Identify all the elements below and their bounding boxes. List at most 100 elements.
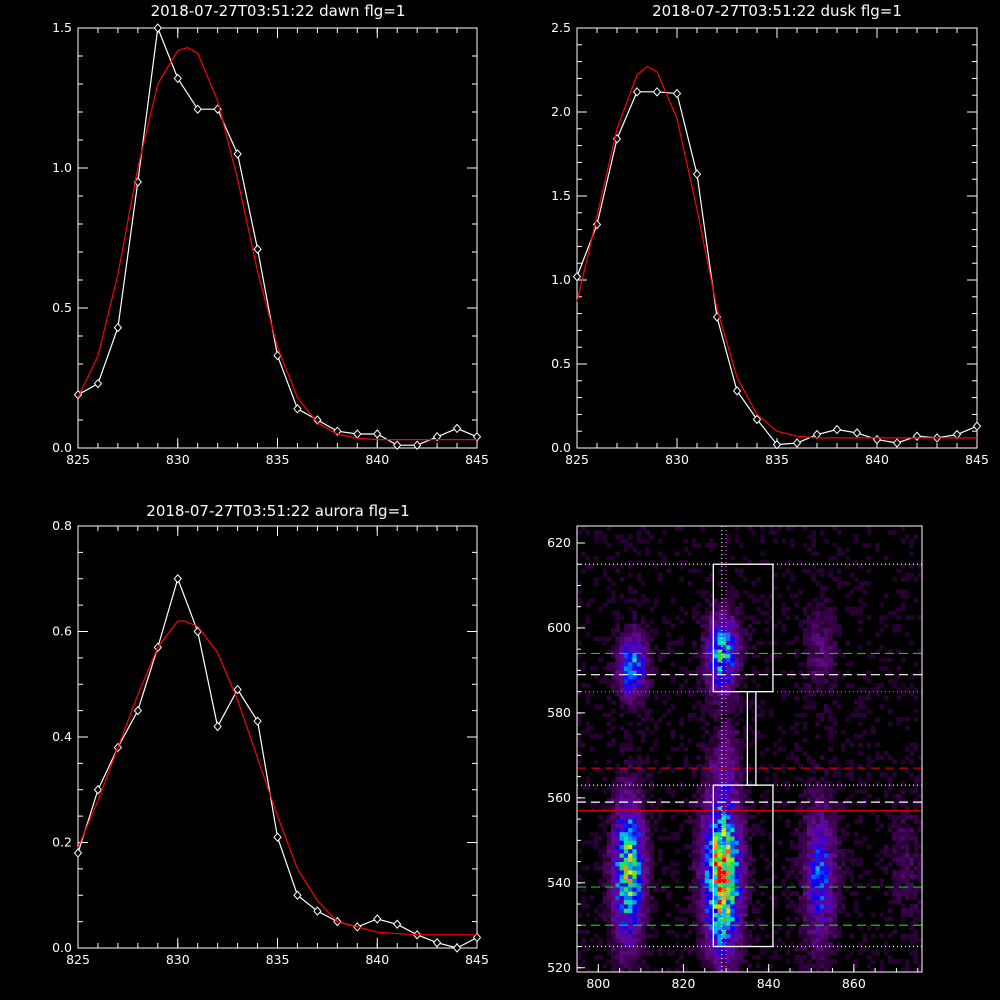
heatmap-cell	[700, 823, 706, 828]
heatmap-cell	[632, 704, 638, 710]
heatmap-cell	[692, 840, 697, 845]
heatmap-cell	[824, 636, 829, 642]
heatmap-cell	[713, 678, 718, 684]
heatmap-cell	[713, 827, 718, 833]
heatmap-cell	[917, 899, 923, 905]
heatmap-cell	[832, 674, 838, 680]
heatmap-cell	[738, 853, 744, 858]
heatmap-cell	[692, 912, 697, 918]
heatmap-cell	[849, 589, 855, 595]
heatmap-cell	[670, 623, 676, 629]
heatmap-cell	[841, 861, 846, 867]
heatmap-cell	[832, 827, 838, 833]
heatmap-cell	[577, 929, 582, 935]
heatmap-cell	[623, 627, 629, 633]
heatmap-cell	[845, 772, 850, 778]
heatmap-cell	[734, 895, 740, 901]
heatmap-cell	[713, 729, 718, 735]
heatmap-cell	[700, 636, 706, 642]
heatmap-cell	[704, 632, 710, 637]
heatmap-cell	[602, 776, 608, 782]
heatmap-cell	[832, 878, 838, 884]
heatmap-cell	[640, 691, 646, 697]
heatmap-cell	[692, 610, 697, 616]
heatmap-cell	[760, 831, 765, 837]
heatmap-cell	[849, 759, 855, 765]
heatmap-cell	[653, 632, 659, 637]
heatmap-cell	[896, 887, 902, 892]
heatmap-cell	[794, 712, 799, 718]
heatmap-cell	[853, 891, 859, 896]
heatmap-cell	[713, 904, 718, 909]
heatmap-cell	[798, 899, 804, 905]
heatmap-cell	[717, 814, 723, 820]
heatmap-cell	[615, 657, 620, 663]
heatmap-cell	[743, 653, 748, 659]
heatmap-cell	[811, 759, 816, 765]
heatmap-cell	[581, 899, 586, 905]
heatmap-cell	[785, 887, 791, 892]
heatmap-cell	[904, 857, 910, 862]
heatmap-cell	[721, 772, 727, 778]
heatmap-cell	[730, 772, 735, 778]
heatmap-cell	[721, 742, 727, 748]
heatmap-cell	[730, 806, 735, 811]
heatmap-cell	[883, 593, 889, 599]
heatmap-cell	[645, 899, 650, 905]
heatmap-cell	[836, 623, 842, 629]
heatmap-cell	[598, 806, 603, 811]
heatmap-cell	[815, 636, 821, 642]
heatmap-cell	[619, 632, 625, 637]
heatmap-cell	[743, 874, 748, 879]
heatmap-cell	[589, 598, 595, 603]
heatmap-cell	[849, 763, 855, 769]
heatmap-cell	[794, 721, 799, 727]
heatmap-cell	[615, 666, 620, 671]
heatmap-cell	[585, 780, 591, 786]
heatmap-cell	[696, 946, 701, 952]
heatmap-cell	[636, 729, 642, 735]
heatmap-cell	[628, 912, 633, 918]
heatmap-cell	[853, 734, 859, 739]
heatmap-cell	[623, 640, 629, 646]
heatmap-cell	[913, 780, 919, 786]
heatmap-cell	[866, 526, 872, 531]
heatmap-cell	[819, 819, 825, 824]
heatmap-cell	[730, 674, 735, 680]
heatmap-cell	[662, 887, 667, 892]
heatmap-cell	[717, 836, 723, 841]
heatmap-cell	[666, 619, 672, 625]
heatmap-cell	[798, 836, 804, 841]
heatmap-cell	[623, 819, 629, 824]
heatmap-cell	[700, 950, 706, 956]
heatmap-cell	[615, 819, 620, 824]
heatmap-cell	[687, 950, 693, 956]
heatmap-cell	[824, 649, 829, 654]
panel-aurora-data-point	[293, 890, 302, 901]
heatmap-cell	[709, 657, 714, 663]
heatmap-cell	[713, 899, 718, 905]
heatmap-cell	[704, 904, 710, 909]
heatmap-cell	[807, 899, 812, 905]
heatmap-cell	[726, 865, 731, 871]
panel-dawn-x-tick-label: 835	[266, 452, 290, 467]
heatmap-cell	[713, 759, 718, 765]
heatmap-cell	[743, 848, 748, 854]
heatmap-cell	[585, 700, 591, 705]
heatmap-cell	[594, 581, 599, 586]
heatmap-cell	[623, 789, 629, 794]
heatmap-cell	[824, 904, 829, 909]
heatmap-cell	[653, 695, 659, 701]
heatmap-cell	[628, 963, 633, 969]
heatmap-cell	[679, 717, 684, 722]
heatmap-cell	[606, 721, 612, 727]
heatmap-cell	[751, 887, 757, 892]
heatmap-cell	[640, 793, 646, 799]
heatmap-cell	[696, 899, 701, 905]
heatmap-cell	[704, 925, 710, 930]
heatmap-cell	[807, 836, 812, 841]
heatmap-cell	[713, 712, 718, 718]
heatmap-cell	[802, 751, 808, 756]
heatmap-cell	[772, 806, 778, 811]
heatmap-cell	[807, 776, 812, 782]
